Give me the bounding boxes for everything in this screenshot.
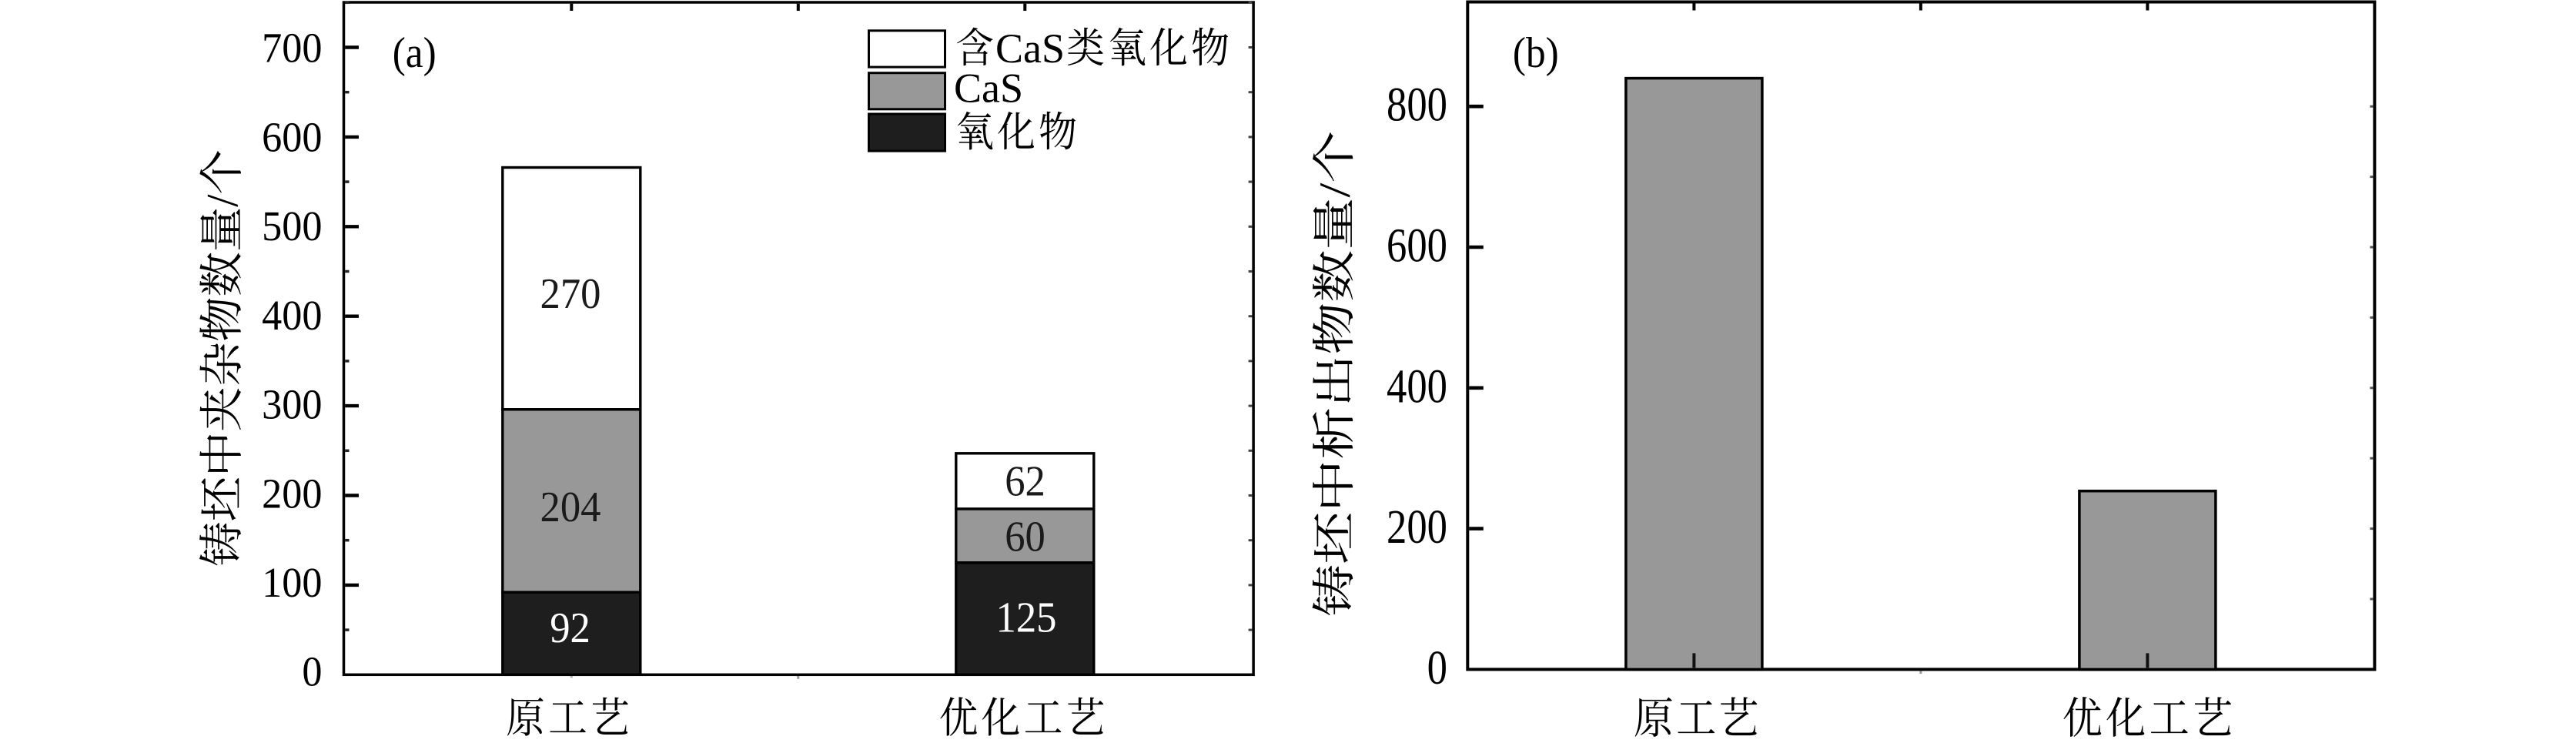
svg-text:62: 62 — [1005, 457, 1045, 505]
svg-text:92: 92 — [550, 604, 590, 652]
svg-text:0: 0 — [302, 648, 322, 695]
svg-text:(b): (b) — [1513, 28, 1559, 76]
svg-text:CaS: CaS — [995, 25, 1065, 72]
svg-text:700: 700 — [262, 24, 322, 72]
svg-text:400: 400 — [1387, 360, 1447, 413]
svg-text:270: 270 — [540, 270, 601, 318]
svg-text:60: 60 — [1005, 513, 1045, 561]
svg-text:600: 600 — [1387, 220, 1447, 273]
svg-text:200: 200 — [1387, 501, 1447, 554]
svg-text:125: 125 — [996, 594, 1057, 641]
svg-text:400: 400 — [262, 292, 322, 340]
svg-text:800: 800 — [1387, 79, 1447, 132]
svg-text:0: 0 — [1427, 642, 1447, 694]
svg-text:204: 204 — [540, 484, 601, 531]
svg-text:500: 500 — [262, 202, 322, 250]
svg-text:300: 300 — [262, 380, 322, 428]
svg-text:200: 200 — [262, 470, 322, 517]
svg-text:(a): (a) — [393, 28, 437, 76]
svg-text:CaS: CaS — [954, 65, 1023, 112]
svg-text:100: 100 — [262, 559, 322, 607]
svg-text:600: 600 — [262, 113, 322, 161]
